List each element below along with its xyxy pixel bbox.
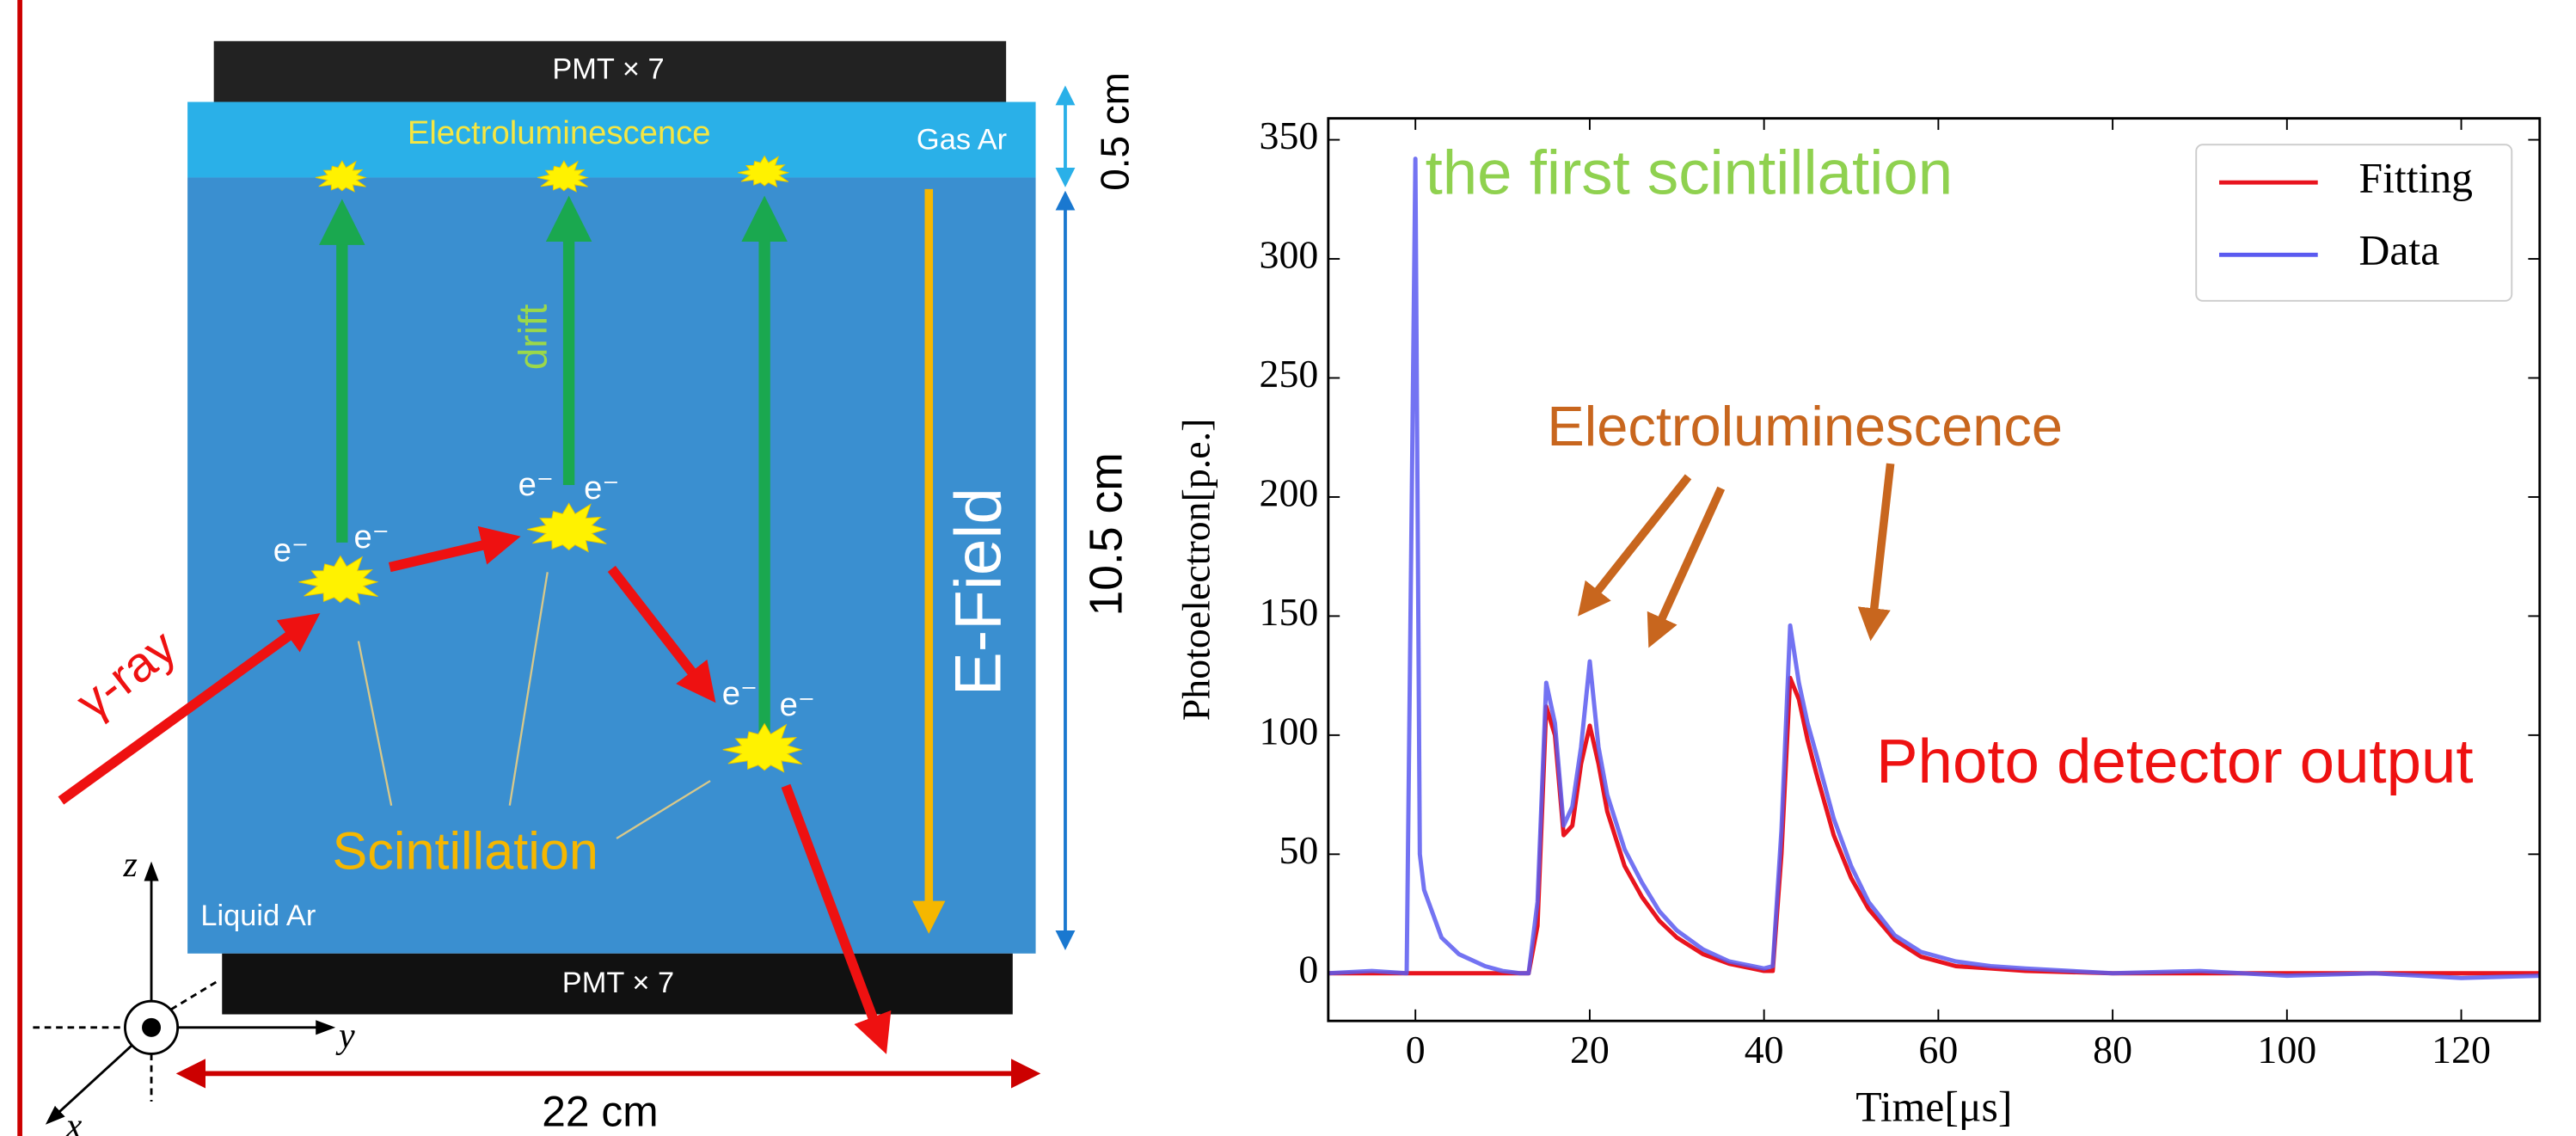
label: Scintillation: [333, 821, 598, 880]
x-axis-label: Time[μs]: [1855, 1084, 2012, 1131]
y-tick-label: 350: [1260, 114, 1319, 157]
label: 10.5 cm: [1082, 452, 1132, 616]
star: [298, 555, 379, 605]
axis-names: z y x: [65, 845, 355, 1136]
pmt: [222, 953, 1013, 1015]
stars: [298, 155, 803, 773]
label: PMT × 7: [552, 52, 664, 85]
label: drift: [511, 304, 555, 370]
label: Electroluminescence: [408, 114, 711, 151]
label: e⁻: [518, 466, 554, 503]
label: 0.5 cm: [1092, 72, 1137, 191]
drift-arrows: [319, 195, 788, 740]
label: γ-ray: [66, 619, 187, 730]
series-line: [1328, 157, 2540, 980]
star: [738, 155, 790, 188]
y-tick-label: 300: [1260, 233, 1319, 277]
annotation: Electroluminescence: [1547, 395, 2063, 457]
electron-labels: e⁻ e⁻ e⁻ e⁻ e⁻ e⁻: [273, 466, 815, 723]
star: [527, 502, 608, 553]
label: x: [65, 1107, 83, 1136]
star: [315, 160, 367, 193]
detector-diagram: PMT × 7 PMT × 7 Electroluminescence Gas …: [33, 40, 1137, 1136]
y-tick-label: 50: [1279, 828, 1318, 872]
label: e⁻: [722, 675, 757, 712]
label: 22 cm: [542, 1087, 658, 1135]
label: Gas Ar: [917, 124, 1007, 157]
pmt: [213, 40, 1007, 102]
gamma-path: [58, 525, 892, 1054]
label: z: [123, 845, 138, 885]
y-tick-label: 100: [1260, 709, 1319, 752]
star: [537, 160, 589, 193]
annotation-arrows: [1578, 463, 1895, 648]
y-tick-label: 200: [1260, 470, 1319, 514]
label: y: [335, 1016, 355, 1056]
label: e⁻: [584, 470, 619, 507]
legend-label: Data: [2358, 227, 2439, 274]
annotation: Photo detector output: [1876, 727, 2473, 796]
y-tick-label: 150: [1260, 590, 1319, 634]
label: e⁻: [780, 686, 815, 723]
legend-label: Fitting: [2358, 155, 2473, 202]
label: e⁻: [353, 519, 389, 556]
y-tick-label: 250: [1260, 352, 1319, 396]
y-tick-label: 0: [1298, 947, 1318, 991]
annotation: the first scintillation: [1426, 138, 1953, 208]
series-line: [1328, 675, 2540, 976]
y-axis-label: Photoelectron[p.e.]: [1174, 419, 1217, 722]
label: e⁻: [273, 531, 309, 568]
x-tick-label: 100: [2257, 1028, 2316, 1072]
gas-region: [187, 101, 1036, 178]
label: E-Field: [942, 488, 1015, 696]
x-tick-label: 60: [1918, 1028, 1958, 1072]
liquid-region: [187, 177, 1036, 954]
x-tick-label: 0: [1406, 1028, 1426, 1072]
x-tick-label: 80: [2093, 1028, 2132, 1072]
x-tick-label: 20: [1570, 1028, 1610, 1072]
coordinate-axes: [33, 861, 336, 1125]
plot-frame: [1327, 117, 2542, 1022]
label: Liquid Ar: [200, 900, 316, 932]
guide-lines: [357, 572, 711, 839]
x-tick-label: 40: [1745, 1028, 1784, 1072]
star: [722, 722, 803, 773]
x-tick-label: 120: [2432, 1028, 2491, 1072]
label: PMT × 7: [562, 967, 674, 999]
chart: 0 50 100 150 200 250 300 350 0 20 40 60 80 100 120 Time…: [1174, 114, 2542, 1131]
